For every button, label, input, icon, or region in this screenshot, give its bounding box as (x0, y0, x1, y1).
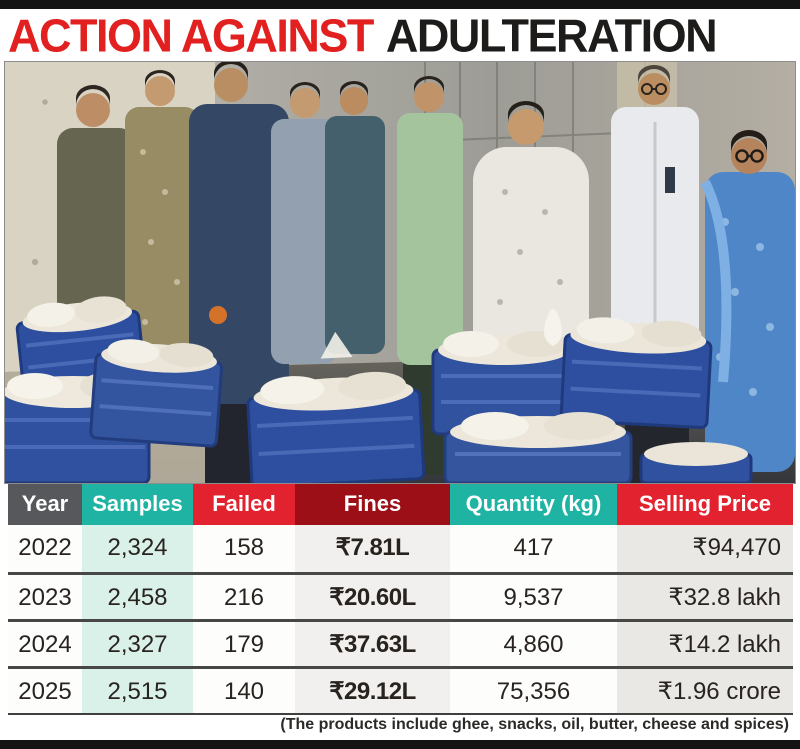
cell-fines: ₹29.12L (295, 669, 450, 713)
glasses-icon (735, 149, 764, 163)
cell-selling-price: ₹32.8 lakh (617, 575, 793, 619)
pocket-pen (665, 167, 675, 193)
crates (5, 296, 753, 483)
cell-year: 2022 (18, 534, 72, 561)
cell-quantity: 75,356 (496, 678, 571, 705)
table-row-2023: 2023 2,458 216 ₹20.60L 9,537 ₹32.8 lakh (8, 572, 793, 619)
headline-black: ADULTERATION (385, 8, 718, 63)
cell-failed: 216 (223, 584, 265, 611)
cell-selling-price: ₹1.96 crore (617, 669, 793, 713)
photo-illustration (5, 62, 795, 483)
crate (559, 317, 713, 430)
cell-selling-price: ₹94,470 (617, 525, 793, 572)
col-header-year: Year (8, 483, 82, 525)
crate (431, 309, 577, 436)
table-row-2025: 2025 2,515 140 ₹29.12L 75,356 ₹1.96 cror… (8, 666, 793, 713)
cell-fines: ₹37.63L (295, 622, 450, 666)
page-title: ACTION AGAINST ADULTERATION (8, 8, 718, 63)
standing-bag (544, 309, 562, 346)
cell-samples: 2,327 (82, 622, 193, 666)
bottom-black-bar (0, 740, 800, 749)
headline-red: ACTION AGAINST (8, 8, 374, 63)
footnote: (The products include ghee, snacks, oil,… (8, 713, 793, 734)
cell-quantity: 417 (513, 534, 554, 561)
standing-bag (320, 331, 353, 359)
adulteration-table: Year Samples Failed Fines Quantity (kg) … (8, 483, 793, 713)
cell-year: 2025 (18, 678, 72, 705)
dupatta (700, 179, 732, 383)
top-black-bar (0, 0, 800, 9)
cell-selling-price: ₹14.2 lakh (617, 622, 793, 666)
crate (639, 442, 753, 483)
table-row-2022: 2022 2,324 158 ₹7.81L 417 ₹94,470 (8, 525, 793, 572)
cell-failed: 140 (223, 678, 265, 705)
glasses-icon (641, 83, 667, 95)
cell-samples: 2,458 (82, 575, 193, 619)
col-header-quantity: Quantity (kg) (450, 483, 617, 525)
col-header-selling-price: Selling Price (617, 483, 793, 525)
cell-fines: ₹7.81L (295, 525, 450, 572)
cell-year: 2023 (18, 584, 72, 611)
cell-samples: 2,324 (82, 525, 193, 572)
footnote-text: (The products include ghee, snacks, oil,… (280, 716, 789, 733)
table-header-row: Year Samples Failed Fines Quantity (kg) … (8, 483, 793, 525)
table-row-2024: 2024 2,327 179 ₹37.63L 4,860 ₹14.2 lakh (8, 619, 793, 666)
person-2-khaki-jacket (125, 70, 199, 392)
crate (246, 331, 426, 483)
cell-samples: 2,515 (82, 669, 193, 713)
crate (443, 412, 633, 483)
headline-row: ACTION AGAINST ADULTERATION (0, 9, 800, 62)
cell-quantity: 9,537 (503, 584, 564, 611)
seizure-photo (4, 61, 796, 484)
person-9-woman-blue-dress (700, 130, 795, 472)
cell-year: 2024 (18, 631, 72, 658)
cell-failed: 179 (223, 631, 265, 658)
col-header-fines: Fines (295, 483, 450, 525)
cell-fines: ₹20.60L (295, 575, 450, 619)
person-5-teal-shirt (325, 81, 385, 354)
cell-quantity: 4,860 (503, 631, 564, 658)
orange-item (209, 306, 227, 324)
col-header-samples: Samples (82, 483, 193, 525)
person-4-gray-blue-shirt (271, 82, 337, 364)
col-header-failed: Failed (193, 483, 295, 525)
crate (89, 339, 224, 448)
cell-failed: 158 (223, 534, 265, 561)
